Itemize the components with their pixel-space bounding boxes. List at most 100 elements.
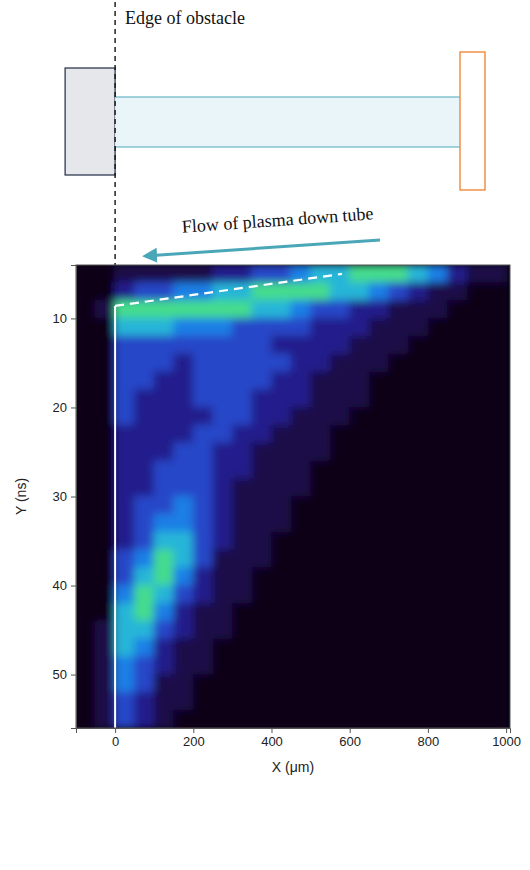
heat-cell — [154, 514, 175, 533]
heat-cell — [291, 710, 312, 728]
heat-cell — [486, 460, 507, 479]
heat-cell — [447, 603, 468, 622]
heat-cell — [291, 585, 312, 604]
heat-cell — [349, 532, 370, 551]
heat-cell — [408, 621, 429, 640]
heat-cell — [193, 478, 214, 497]
heat-cell — [193, 567, 214, 586]
heat-cell — [447, 514, 468, 533]
heat-cell — [154, 585, 175, 604]
heat-cell — [154, 265, 175, 283]
heat-cell — [115, 371, 136, 390]
heat-cell — [466, 638, 487, 657]
heat-cell — [369, 407, 390, 426]
heat-cell — [95, 674, 116, 693]
heat-cell — [193, 443, 214, 462]
heat-cell — [369, 674, 390, 693]
heat-cell — [134, 710, 155, 728]
flow-label: Flow of plasma down tube — [181, 203, 374, 236]
heat-cell — [486, 354, 507, 373]
heat-cell — [154, 407, 175, 426]
heat-cell — [115, 282, 136, 301]
heat-cell — [154, 478, 175, 497]
heat-cell — [95, 496, 116, 515]
heat-cell — [447, 585, 468, 604]
heat-cell — [251, 567, 272, 586]
heat-cell — [95, 443, 116, 462]
y-tick-mark — [71, 407, 76, 408]
heat-cell — [330, 282, 351, 301]
heat-cell — [115, 621, 136, 640]
x-tick: 0 — [112, 728, 119, 749]
heat-cell — [369, 621, 390, 640]
heat-cell — [134, 532, 155, 551]
heat-cell — [271, 585, 292, 604]
heat-cell — [388, 656, 409, 675]
heat-cell — [427, 710, 448, 728]
heatmap — [76, 265, 507, 728]
heat-cell — [193, 656, 214, 675]
heat-cell — [388, 407, 409, 426]
heat-cell — [115, 692, 136, 711]
heat-cell — [291, 389, 312, 408]
heat-cell — [291, 549, 312, 568]
heat-cell — [427, 282, 448, 301]
heat-cell — [232, 282, 253, 301]
heat-cell — [310, 407, 331, 426]
heat-cell — [251, 371, 272, 390]
heat-cell — [447, 389, 468, 408]
heat-cell — [388, 585, 409, 604]
heat-cell — [310, 674, 331, 693]
heat-cell — [447, 407, 468, 426]
heat-cell — [76, 425, 96, 444]
heat-cell — [76, 710, 96, 728]
heat-cell — [154, 656, 175, 675]
heat-cell — [76, 514, 96, 533]
heat-cell — [271, 656, 292, 675]
heat-cell — [251, 425, 272, 444]
heat-cell — [447, 318, 468, 337]
heat-cell — [95, 265, 116, 283]
heat-cell — [154, 318, 175, 337]
heat-cell — [291, 318, 312, 337]
heat-cell — [134, 621, 155, 640]
heat-cell — [466, 692, 487, 711]
heat-cell — [291, 478, 312, 497]
heat-cell — [251, 603, 272, 622]
heat-cell — [193, 603, 214, 622]
heat-cell — [212, 389, 233, 408]
heat-cell — [154, 496, 175, 515]
heat-cell — [95, 425, 116, 444]
y-tick: 20 — [53, 400, 76, 415]
heat-cell — [95, 603, 116, 622]
heat-cell — [447, 656, 468, 675]
heat-cell — [232, 567, 253, 586]
heat-cell — [408, 603, 429, 622]
heat-cell — [134, 692, 155, 711]
heat-cell — [466, 532, 487, 551]
heat-cell — [173, 514, 194, 533]
heat-cell — [330, 478, 351, 497]
heat-cell — [76, 265, 96, 283]
heat-cell — [330, 336, 351, 355]
heat-cell — [388, 460, 409, 479]
heat-cell — [310, 389, 331, 408]
heat-cell — [349, 460, 370, 479]
heat-cell — [291, 514, 312, 533]
heat-cell — [388, 603, 409, 622]
heat-cell — [349, 389, 370, 408]
heat-cell — [330, 514, 351, 533]
heat-cell — [330, 710, 351, 728]
heat-cell — [251, 692, 272, 711]
heat-cell — [95, 354, 116, 373]
heat-cell — [115, 656, 136, 675]
heat-cell — [408, 585, 429, 604]
heat-cell — [291, 425, 312, 444]
heat-cell — [76, 692, 96, 711]
heat-cell — [95, 460, 116, 479]
heat-cell — [447, 371, 468, 390]
heat-cell — [212, 621, 233, 640]
heat-cell — [173, 638, 194, 657]
heat-cell — [349, 282, 370, 301]
x-axis-line — [77, 729, 511, 734]
